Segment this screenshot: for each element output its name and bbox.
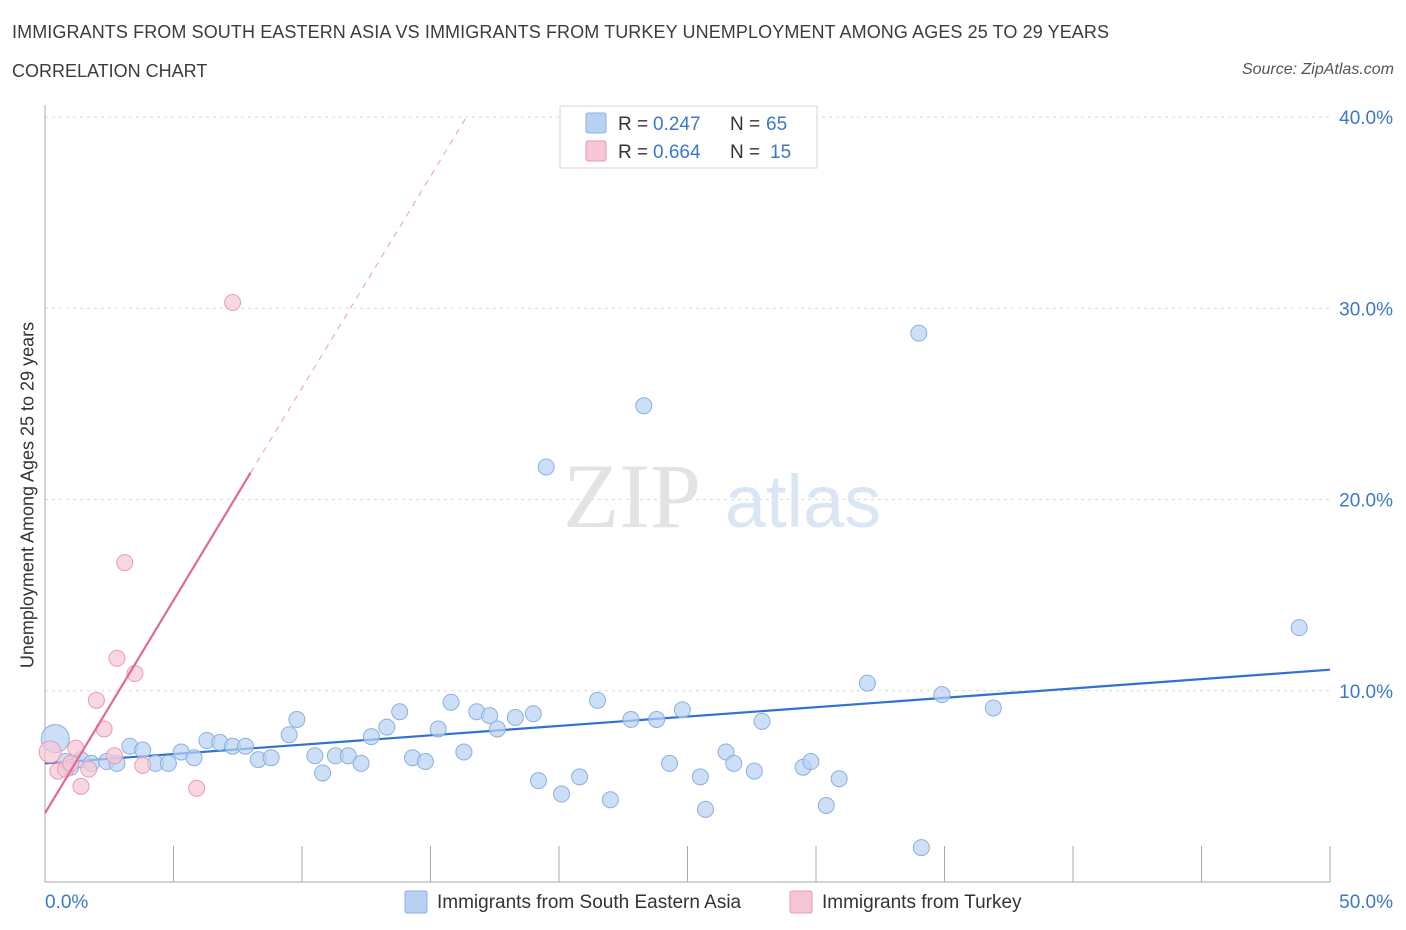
point-south-eastern-asia (288, 710, 306, 728)
legend-label-south-eastern-asia: Immigrants from South Eastern Asia (437, 892, 742, 913)
point-turkey (116, 554, 134, 572)
legend-swatch-blue (404, 890, 428, 914)
legend-r-value-blue: 0.247 (653, 114, 701, 135)
point-south-eastern-asia (506, 709, 524, 727)
trend-line-turkey (44, 472, 252, 814)
legend-n-value-pink: 15 (770, 142, 791, 163)
point-south-eastern-asia (984, 699, 1002, 717)
point-south-eastern-asia (362, 728, 380, 746)
point-south-eastern-asia (306, 747, 324, 765)
point-south-eastern-asia (635, 397, 653, 415)
point-turkey (134, 756, 152, 774)
axes (44, 105, 1331, 883)
legend-r-value-pink: 0.664 (653, 142, 701, 163)
watermark-atlas: atlas (725, 460, 881, 543)
chart-title: IMMIGRANTS FROM SOUTH EASTERN ASIA VS IM… (12, 22, 1110, 42)
point-south-eastern-asia (314, 764, 332, 782)
gridlines (45, 116, 1330, 692)
data-points (38, 116, 1308, 857)
legend-n-value-blue: 65 (766, 114, 787, 135)
legend-label-turkey: Immigrants from Turkey (822, 892, 1022, 913)
source-credit: Source: ZipAtlas.com (1241, 61, 1394, 78)
y-tick-label: 40.0% (1339, 108, 1393, 129)
point-south-eastern-asia (933, 686, 951, 704)
point-south-eastern-asia (236, 737, 254, 755)
point-south-eastern-asia (601, 791, 619, 809)
legend-r-label: R = (618, 142, 648, 163)
legend-swatch-pink (789, 890, 813, 914)
point-south-eastern-asia (858, 674, 876, 692)
stats-legend: R = 0.247 N = 65 R = 0.664 N = 15 (559, 105, 818, 169)
point-south-eastern-asia (802, 753, 820, 771)
point-south-eastern-asia (589, 691, 607, 709)
trend-extension-turkey (250, 116, 467, 473)
point-south-eastern-asia (673, 701, 691, 719)
y-tick-label: 10.0% (1339, 682, 1393, 703)
point-south-eastern-asia (1290, 619, 1308, 637)
point-south-eastern-asia (429, 720, 447, 738)
point-south-eastern-asia (262, 749, 280, 767)
point-turkey (38, 740, 62, 764)
legend-swatch-blue (585, 112, 607, 134)
point-south-eastern-asia (159, 754, 177, 772)
point-south-eastern-asia (753, 712, 771, 730)
watermark: ZIP atlas (563, 445, 881, 547)
point-south-eastern-asia (648, 710, 666, 728)
point-south-eastern-asia (391, 703, 409, 721)
legend-n-label: N = (730, 142, 760, 163)
point-south-eastern-asia (691, 768, 709, 786)
point-south-eastern-asia (571, 768, 589, 786)
point-turkey (72, 777, 90, 795)
x-tick-label: 50.0% (1339, 892, 1393, 913)
point-south-eastern-asia (529, 772, 547, 790)
point-south-eastern-asia (537, 458, 555, 476)
chart-subtitle: CORRELATION CHART (12, 61, 208, 81)
point-south-eastern-asia (524, 705, 542, 723)
point-south-eastern-asia (416, 753, 434, 771)
point-south-eastern-asia (910, 324, 928, 342)
series-legend: Immigrants from South Eastern Asia Immig… (404, 890, 1022, 914)
point-south-eastern-asia (442, 693, 460, 711)
point-turkey (224, 294, 242, 312)
point-south-eastern-asia (339, 747, 357, 765)
point-turkey (80, 760, 98, 778)
point-south-eastern-asia (912, 839, 930, 857)
x-tick-label: 0.0% (45, 892, 88, 913)
point-turkey (188, 779, 206, 797)
point-south-eastern-asia (661, 754, 679, 772)
point-south-eastern-asia (622, 710, 640, 728)
legend-r-label: R = (618, 114, 648, 135)
point-south-eastern-asia (745, 762, 763, 780)
point-south-eastern-asia (134, 741, 152, 759)
y-tick-label: 30.0% (1339, 299, 1393, 320)
point-south-eastern-asia (185, 749, 203, 767)
point-south-eastern-asia (352, 754, 370, 772)
point-south-eastern-asia (488, 720, 506, 738)
watermark-zip: ZIP (563, 445, 701, 547)
y-tick-label: 20.0% (1339, 491, 1393, 512)
tick-labels: 10.0% 20.0% 30.0% 40.0% 0.0% 50.0% (45, 108, 1393, 913)
point-turkey (87, 691, 105, 709)
point-south-eastern-asia (378, 718, 396, 736)
point-south-eastern-asia (455, 743, 473, 761)
point-south-eastern-asia (481, 707, 499, 725)
legend-n-label: N = (730, 114, 760, 135)
point-south-eastern-asia (725, 754, 743, 772)
point-south-eastern-asia (696, 800, 714, 818)
legend-swatch-pink (585, 140, 607, 162)
point-south-eastern-asia (280, 726, 298, 744)
point-south-eastern-asia (553, 785, 571, 803)
point-turkey (105, 747, 123, 765)
point-south-eastern-asia (817, 797, 835, 814)
point-south-eastern-asia (830, 770, 848, 788)
point-turkey (108, 649, 126, 667)
